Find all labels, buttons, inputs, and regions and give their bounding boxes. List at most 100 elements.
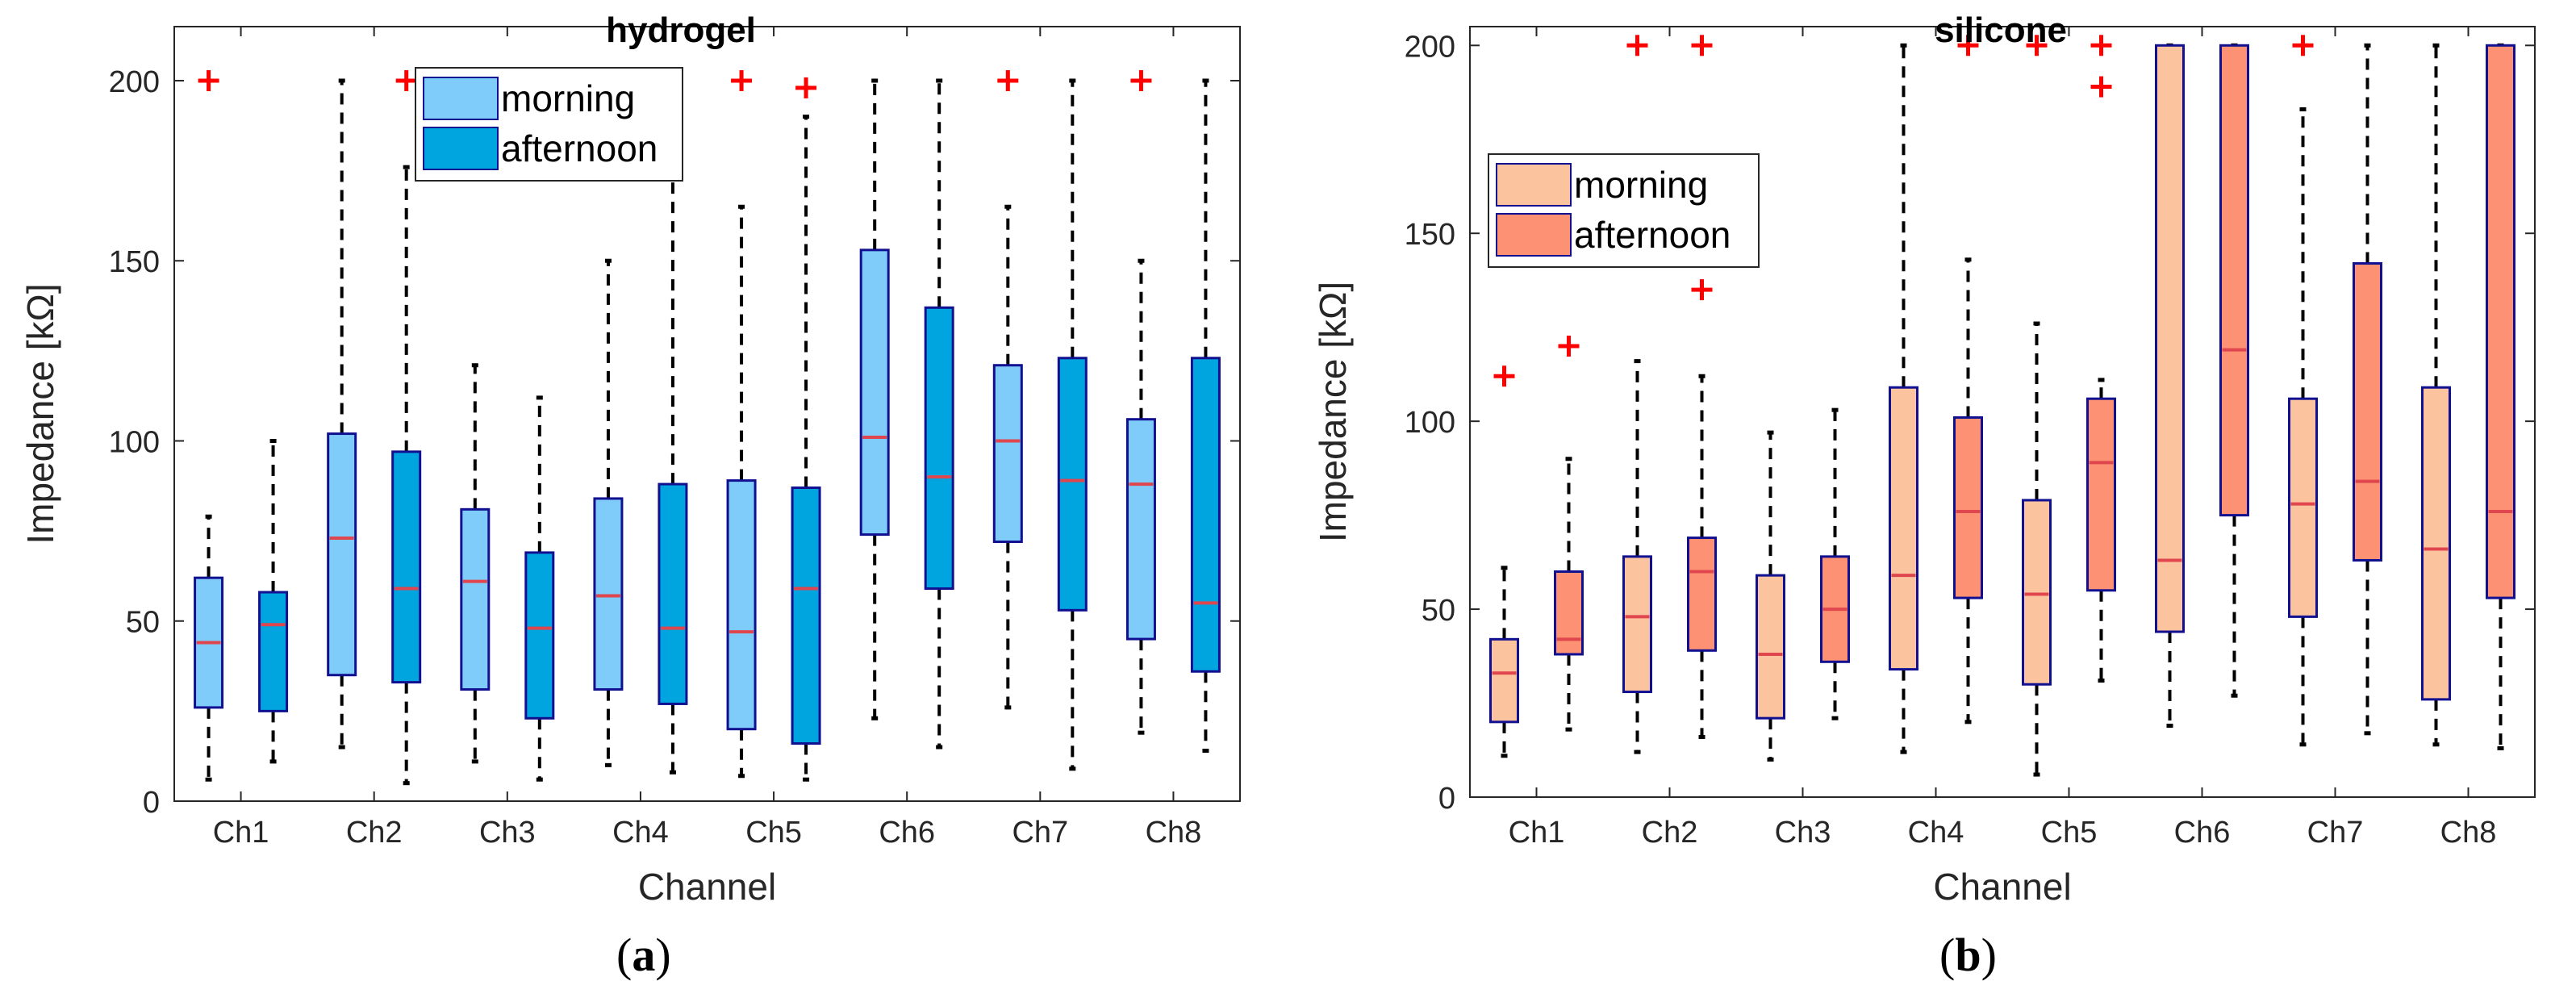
panel-label-close: )	[655, 929, 670, 981]
legend-swatch-afternoon	[1496, 213, 1572, 257]
box-body	[992, 364, 1023, 544]
box-morning-Ch5	[726, 69, 757, 779]
box-afternoon-Ch4	[1953, 35, 1983, 724]
box-body	[2353, 261, 2382, 562]
outlier-marker	[2026, 35, 2048, 56]
outlier-marker	[1130, 69, 1152, 91]
box-body	[2219, 44, 2249, 517]
box-morning-Ch6	[859, 78, 890, 720]
outlier-marker	[198, 69, 219, 91]
box-morning-Ch7	[2288, 35, 2318, 747]
box-afternoon-Ch2	[391, 69, 422, 786]
panel-silicone: 0 50 100 150 200 Ch1 Ch2 Ch3 Ch4 Ch5 Ch6 Ch7 Ch8 sili…	[1312, 10, 2536, 981]
box-afternoon-Ch1	[1554, 335, 1584, 732]
series-afternoon	[258, 69, 1221, 786]
box-body	[924, 306, 954, 591]
box-afternoon-Ch8	[1190, 78, 1221, 753]
legend-label-morning: morning	[501, 77, 635, 119]
chart-title: silicone	[1935, 10, 2067, 50]
box-body	[791, 486, 821, 745]
x-tick-label: Ch2	[1642, 816, 1698, 850]
legend-label-afternoon: afternoon	[1574, 214, 1731, 256]
box-body	[1622, 555, 1652, 694]
box-body	[258, 591, 289, 712]
x-tick-label: Ch1	[213, 816, 269, 850]
outlier-marker	[1957, 35, 1979, 56]
box-afternoon-Ch3	[1820, 407, 1850, 720]
box-body	[2155, 44, 2185, 633]
box-morning-Ch2	[327, 78, 357, 750]
box-body	[327, 432, 357, 677]
box-body	[2022, 499, 2052, 686]
x-axis-label: Channel	[1933, 866, 2071, 908]
x-tick-label: Ch2	[346, 816, 403, 850]
legend: morning afternoon	[415, 67, 683, 182]
box-morning-Ch8	[1125, 69, 1156, 735]
box-body	[1756, 574, 1785, 720]
box-afternoon-Ch4	[658, 172, 688, 775]
panel-hydrogel: 0 50 100 150 200 Ch1 Ch2 Ch3 Ch4 Ch5 Ch6 Ch7 Ch8 hydr…	[19, 10, 1241, 981]
outlier-marker	[2292, 35, 2314, 56]
box-afternoon-Ch5	[2086, 35, 2116, 683]
x-tick-label: Ch4	[612, 816, 669, 850]
x-tick-label: Ch3	[479, 816, 536, 850]
x-tick-label: Ch5	[745, 816, 802, 850]
box-body	[2288, 397, 2318, 618]
x-tick-label: Ch6	[879, 816, 935, 850]
box-morning-Ch1	[1489, 365, 1519, 758]
box-morning-Ch8	[2421, 43, 2451, 747]
outlier-marker	[997, 69, 1019, 91]
y-axis-label: Impedance [kΩ]	[1312, 282, 1354, 542]
box-morning-Ch4	[593, 258, 624, 767]
panel-label-letter: a	[632, 929, 655, 981]
x-tick-label: Ch5	[2041, 816, 2098, 850]
series-afternoon	[1554, 35, 2515, 750]
x-tick-label: Ch3	[1775, 816, 1831, 850]
series-morning	[194, 69, 1156, 782]
box-morning-Ch5	[2022, 35, 2052, 777]
box-body	[1889, 386, 1918, 671]
box-body	[2086, 397, 2116, 592]
x-axis-label: Channel	[638, 866, 776, 908]
box-afternoon-Ch2	[1687, 35, 1717, 739]
outlier-marker	[2090, 35, 2112, 56]
legend-swatch-morning	[1496, 163, 1572, 207]
panel-label-open: (	[616, 929, 632, 981]
chart-title: hydrogel	[606, 10, 756, 50]
y-tick-label: 200	[109, 65, 160, 99]
legend-swatch-morning	[423, 77, 499, 120]
outlier-marker	[2090, 76, 2112, 98]
outlier-marker	[731, 69, 753, 91]
box-afternoon-Ch3	[524, 395, 555, 782]
box-afternoon-Ch5	[791, 77, 821, 782]
y-tick-label: 0	[1438, 782, 1455, 816]
y-tick-label: 150	[1405, 218, 1455, 252]
box-afternoon-Ch6	[2219, 43, 2249, 698]
box-body	[1953, 415, 1983, 599]
y-tick-label: 200	[1405, 30, 1455, 64]
box-body	[1057, 357, 1088, 612]
box-afternoon-Ch1	[258, 438, 289, 764]
y-tick-label: 0	[143, 786, 160, 820]
x-tick-label: Ch7	[2307, 816, 2364, 850]
box-body	[1554, 570, 1584, 656]
box-body	[593, 497, 624, 691]
box-morning-Ch3	[1756, 430, 1785, 762]
series-morning	[1489, 35, 2451, 777]
box-morning-Ch7	[992, 69, 1023, 710]
y-tick-label: 100	[109, 425, 160, 459]
box-body	[658, 482, 688, 705]
box-body	[1687, 537, 1717, 652]
box-morning-Ch3	[460, 363, 491, 764]
box-morning-Ch6	[2155, 43, 2185, 728]
panel-label-close: )	[1981, 929, 1997, 981]
box-morning-Ch2	[1622, 35, 1652, 754]
box-body	[1125, 418, 1156, 641]
outlier-marker	[1691, 279, 1713, 301]
box-body	[859, 248, 890, 537]
box-body	[1489, 637, 1519, 724]
x-tick-label: Ch1	[1509, 816, 1565, 850]
y-tick-label: 150	[109, 245, 160, 279]
box-afternoon-Ch6	[924, 78, 954, 750]
